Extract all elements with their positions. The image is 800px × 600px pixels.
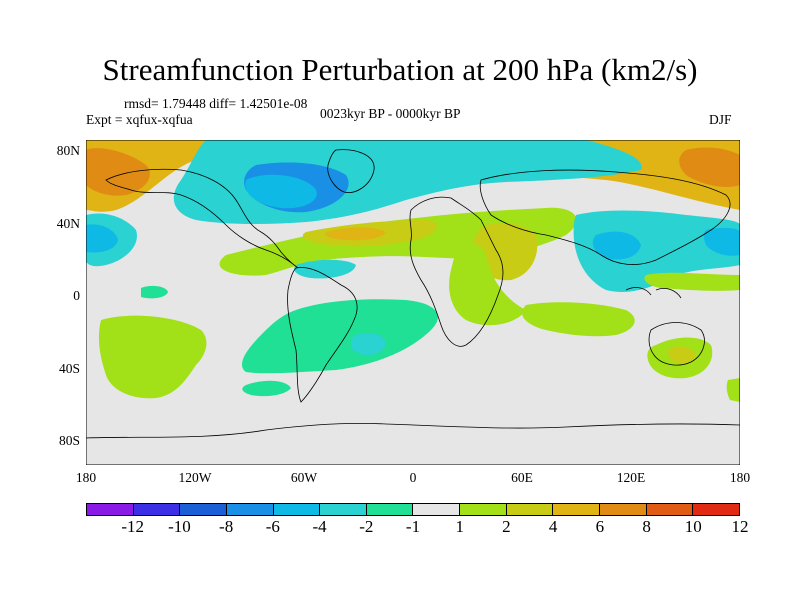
contour-band-green-east-edge [726,378,740,402]
lon-tick-180w: 180 [75,470,97,485]
contour-band-blue-asia [592,231,641,260]
coastline-greenland [327,149,375,193]
colorbar-swatch [553,504,601,515]
colorbar-label: 4 [548,517,558,536]
lon-tick-60w: 60W [290,470,318,485]
contour-band-yellow-australia [668,346,696,364]
coastline-asia [479,169,731,265]
contour-band-blue-asia-east [703,227,740,256]
colorbar-label: 8 [642,517,651,536]
colorbar-label: -10 [168,517,191,536]
colorbar-swatch [366,504,414,515]
lon-tick-120e: 120E [616,470,646,485]
coastline-south-america [287,267,358,403]
colorbar-swatch [87,504,134,515]
contour-band-orange-arctic-east [679,147,740,187]
contour-band-cyan-mid [294,259,356,279]
colorbar-label: 1 [455,517,464,536]
contour-band-cyan-asia [573,210,740,292]
colorbar-swatch [460,504,507,515]
colorbar-swatch [646,504,694,515]
contour-band-green-mideast [449,243,526,326]
contour-band-cyan-south-atlantic [241,299,438,374]
colorbar-swatch [180,504,227,515]
contour-band-green-south-pacific [98,315,207,399]
contour-band-darkyellow-subtropic [325,227,386,241]
colorbar-label: 12 [731,517,749,536]
contour-band-blue-west [86,224,118,253]
lat-tick-80n: 80N [56,143,80,158]
colorbar-label: 6 [595,517,605,536]
lon-tick-180e: 180 [729,470,751,485]
stats-text: rmsd= 1.79448 diff= 1.42501e-08 [124,96,308,111]
lon-tick-60e: 60E [511,470,533,485]
plot-title: Streamfunction Perturbation at 200 hPa (… [102,52,698,87]
colorbar-label: 2 [502,517,511,536]
contour-band-teal-south-atlantic [350,333,386,356]
season-label: DJF [709,112,732,127]
colorbar-label: 10 [684,517,702,536]
map-panel [86,140,740,465]
colorbar-label: -12 [121,517,145,536]
coastline-indonesia [625,287,682,299]
colorbar-swatch [273,504,321,515]
colorbar-label: -4 [312,517,327,536]
lat-tick-40s: 40S [58,361,80,376]
contour-band-cyan-south-small [242,380,291,397]
coastline-australia [648,322,705,366]
colorbar-swatch [320,504,367,515]
colorbar-label: -8 [219,517,234,536]
colorbar-label: -2 [359,517,374,536]
colorbar-label: -6 [265,517,280,536]
colorbar-swatch [506,504,554,515]
contour-band-green-pacific [644,272,740,291]
lon-tick-0: 0 [409,470,417,485]
colorbar [86,503,740,516]
colorbar-swatch [226,504,274,515]
experiment-label: Expt = xqfux-xqfua [86,112,193,127]
contour-band-cyan-small [141,285,168,299]
lat-tick-80s: 80S [58,433,80,448]
contour-band-green-indian [522,302,635,337]
coastline-europe-africa [409,196,504,347]
lat-tick-40n: 40N [56,216,80,231]
coastline-antarctica [86,422,740,439]
coastlines [86,149,740,439]
colorbar-swatch [413,504,461,515]
contour-band-orange-arctic-inner [86,148,150,196]
lat-tick-0: 0 [73,288,80,303]
colorbar-swatch [133,504,181,515]
contour-band-lightblue-north [245,174,317,209]
colorbar-label: -1 [405,517,421,536]
colorbar-swatch [600,504,647,515]
colorbar-swatch [693,504,739,515]
lon-tick-120w: 120W [178,470,212,485]
period-label: 0023kyr BP - 0000kyr BP [320,106,461,121]
